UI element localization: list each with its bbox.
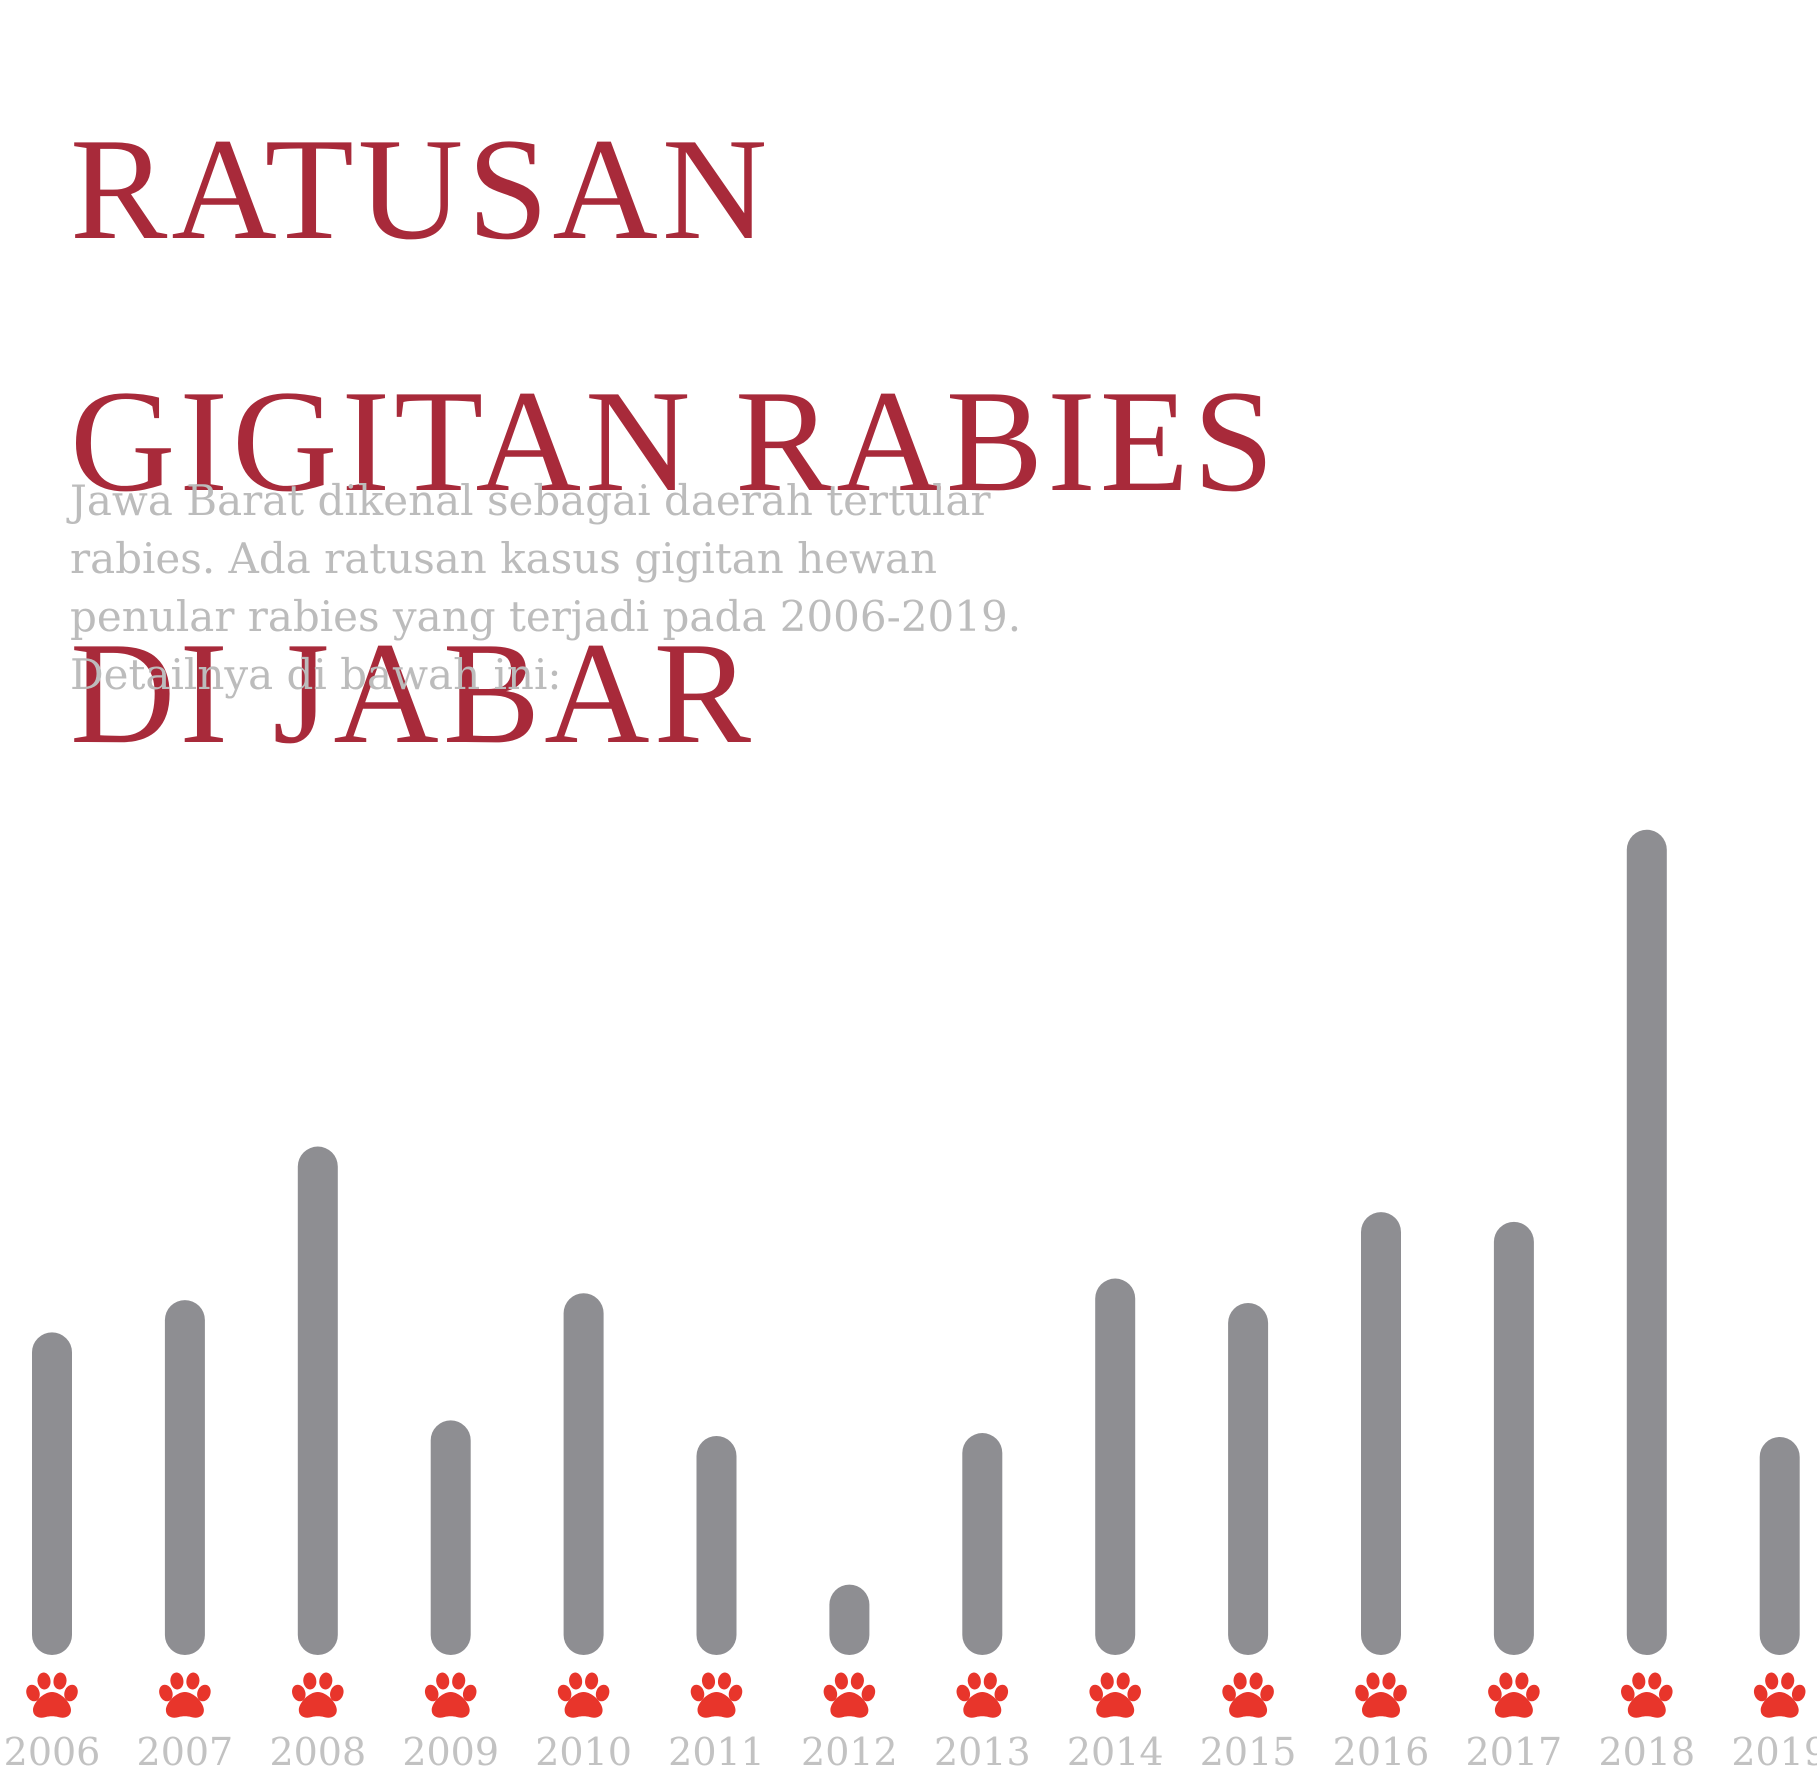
bar-2012	[829, 1584, 870, 1655]
bar-chart-svg: 2006 2007 2008 2009 2010 2011 2012 2013 2014 2015…	[4, 829, 1817, 1774]
page-title: RATUSAN GIGITAN RABIES DI JABAR	[70, 0, 1278, 882]
paw-icon	[823, 1672, 876, 1718]
intro-line-3: penular rabies yang terjadi pada 2006-20…	[70, 592, 1022, 641]
year-label: 2013	[934, 1730, 1031, 1774]
year-label: 2015	[1200, 1730, 1297, 1774]
bar-2006	[32, 1332, 72, 1655]
bar-2009	[430, 1420, 471, 1655]
year-label: 2017	[1466, 1730, 1563, 1774]
paw-icon	[26, 1672, 78, 1718]
year-label: 2018	[1598, 1730, 1695, 1774]
intro-line-2: rabies. Ada ratusan kasus gigitan hewan	[70, 534, 938, 583]
title-line-2: GIGITAN RABIES	[70, 360, 1279, 522]
bar-2014	[1095, 1278, 1136, 1655]
paw-icon	[956, 1672, 1009, 1718]
paw-icon	[1222, 1672, 1274, 1718]
intro-line-4: Detailnya di bawah ini:	[70, 650, 562, 699]
bar-2010	[563, 1293, 604, 1655]
paw-icon	[1621, 1672, 1673, 1718]
bar-2019	[1759, 1436, 1800, 1655]
bar-2017	[1493, 1221, 1534, 1655]
year-label: 2006	[4, 1730, 101, 1774]
title-line-1: RATUSAN	[70, 108, 772, 270]
bar-2018	[1626, 829, 1667, 1655]
year-label: 2016	[1333, 1730, 1430, 1774]
year-label: 2014	[1067, 1730, 1164, 1774]
bar-2015	[1228, 1303, 1269, 1655]
year-label: 2010	[535, 1730, 632, 1774]
paw-icon	[690, 1672, 743, 1718]
paw-icon	[1488, 1672, 1540, 1718]
title-line-3: DI JABAR	[70, 612, 756, 774]
year-label: 2007	[137, 1730, 234, 1774]
bar-2016	[1361, 1212, 1401, 1655]
paw-icon	[159, 1672, 211, 1718]
bar-2011	[696, 1435, 737, 1655]
paw-icon	[1089, 1672, 1141, 1718]
intro-paragraph: Jawa Barat dikenal sebagai daerah tertul…	[70, 472, 1170, 704]
year-label: 2012	[801, 1730, 898, 1774]
bar-2013	[962, 1433, 1003, 1655]
intro-line-1: Jawa Barat dikenal sebagai daerah tertul…	[70, 476, 991, 525]
bar-2008	[297, 1146, 338, 1655]
paw-icon	[1355, 1672, 1407, 1718]
paw-icon	[1753, 1672, 1806, 1718]
year-label: 2009	[402, 1730, 499, 1774]
year-label: 2008	[269, 1730, 366, 1774]
paw-icon	[557, 1672, 610, 1718]
bar-2007	[164, 1300, 205, 1655]
year-label: 2019	[1731, 1730, 1817, 1774]
year-label: 2011	[668, 1730, 765, 1774]
paw-icon	[292, 1672, 344, 1718]
paw-icon	[424, 1672, 477, 1718]
bar-chart: 2006 2007 2008 2009 2010 2011 2012 2013 2014 2015…	[0, 760, 1817, 1778]
